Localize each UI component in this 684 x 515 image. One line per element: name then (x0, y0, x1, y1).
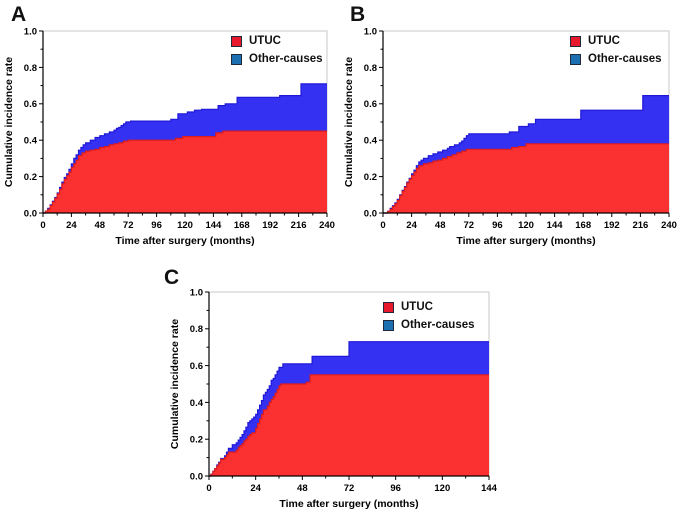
panel-a-chart: 0 24 48 72 96 120 144 168 192 216 240 0.0 0.2 0.4 0.6 0… (3, 26, 335, 247)
svg-text:96: 96 (492, 220, 503, 231)
svg-text:216: 216 (291, 220, 307, 231)
svg-text:72: 72 (464, 220, 475, 231)
legend-item-utuc: UTUC (231, 35, 323, 47)
svg-text:192: 192 (604, 220, 620, 231)
other-causes-swatch-icon (383, 319, 394, 331)
svg-text:192: 192 (262, 220, 278, 231)
other-causes-swatch-icon (231, 53, 242, 65)
svg-text:0.2: 0.2 (364, 172, 377, 183)
svg-text:Time after surgery (months): Time after surgery (months) (115, 235, 254, 247)
svg-text:1.0: 1.0 (190, 287, 203, 298)
svg-text:72: 72 (344, 483, 355, 494)
svg-text:0: 0 (380, 220, 385, 231)
legend-item-utuc: UTUC (570, 35, 662, 47)
svg-text:1.0: 1.0 (364, 26, 377, 37)
svg-text:0.8: 0.8 (190, 324, 203, 335)
panel-b: B 0 24 48 72 96 120 144 168 192 216 240 0.0 0.2 0.4 0.… (342, 0, 684, 256)
panel-c-legend: UTUC Other-causes (383, 301, 475, 331)
svg-text:48: 48 (95, 220, 106, 231)
svg-text:24: 24 (406, 220, 417, 231)
panel-b-legend: UTUC Other-causes (570, 35, 662, 65)
legend-item-other-causes: Other-causes (231, 53, 323, 65)
svg-text:96: 96 (390, 483, 401, 494)
svg-text:240: 240 (319, 220, 335, 231)
svg-text:120: 120 (518, 220, 534, 231)
svg-text:0.4: 0.4 (364, 136, 378, 147)
panel-b-chart: 0 24 48 72 96 120 144 168 192 216 240 0.0 0.2 0.4 0.6 0… (343, 26, 677, 247)
svg-text:48: 48 (435, 220, 446, 231)
svg-text:0.6: 0.6 (24, 99, 37, 110)
utuc-swatch-icon (570, 35, 581, 47)
svg-text:0.8: 0.8 (24, 63, 37, 74)
svg-text:240: 240 (661, 220, 677, 231)
panel-b-letter: B (350, 3, 366, 26)
svg-text:72: 72 (123, 220, 134, 231)
svg-text:120: 120 (434, 483, 450, 494)
svg-text:0.0: 0.0 (24, 208, 37, 219)
legend-item-other-causes: Other-causes (570, 53, 662, 65)
svg-text:0: 0 (206, 483, 211, 494)
svg-text:0.0: 0.0 (364, 208, 377, 219)
legend-label-utuc: UTUC (401, 301, 433, 313)
svg-text:0.2: 0.2 (190, 435, 203, 446)
legend-label-other-causes: Other-causes (401, 319, 475, 331)
legend-item-utuc: UTUC (383, 301, 475, 313)
svg-text:48: 48 (297, 483, 308, 494)
svg-text:Cumulative incidence rate: Cumulative incidence rate (343, 57, 355, 187)
utuc-swatch-icon (231, 35, 242, 47)
svg-text:24: 24 (250, 483, 261, 494)
svg-text:216: 216 (632, 220, 648, 231)
svg-text:0.6: 0.6 (364, 99, 377, 110)
svg-text:96: 96 (151, 220, 162, 231)
panel-a: A 0 24 48 72 96 120 144 168 192 216 240 0.0 0.2 0.4 0.… (0, 0, 342, 256)
svg-text:Cumulative incidence rate: Cumulative incidence rate (3, 57, 15, 187)
svg-text:0.6: 0.6 (190, 361, 203, 372)
svg-text:144: 144 (547, 220, 564, 231)
svg-text:0.8: 0.8 (364, 63, 377, 74)
panel-a-letter: A (11, 3, 27, 26)
svg-text:0.4: 0.4 (190, 398, 204, 409)
svg-text:144: 144 (205, 220, 222, 231)
svg-text:Time after surgery (months): Time after surgery (months) (456, 235, 595, 247)
utuc-swatch-icon (383, 301, 394, 313)
svg-text:1.0: 1.0 (24, 26, 37, 37)
other-causes-swatch-icon (570, 53, 581, 65)
svg-text:0: 0 (40, 220, 45, 231)
legend-item-other-causes: Other-causes (383, 319, 475, 331)
panel-c: C 0 24 48 72 96 120 144 0.0 0.2 0.4 0.6 0.8 1.0 Time … (160, 258, 502, 515)
svg-text:120: 120 (177, 220, 193, 231)
legend-label-utuc: UTUC (249, 35, 281, 47)
svg-text:168: 168 (575, 220, 591, 231)
legend-label-other-causes: Other-causes (588, 53, 662, 65)
svg-text:0.4: 0.4 (24, 136, 38, 147)
svg-text:24: 24 (66, 220, 77, 231)
svg-text:144: 144 (481, 483, 498, 494)
panel-c-chart: 0 24 48 72 96 120 144 0.0 0.2 0.4 0.6 0.8 1.0 Time af… (169, 287, 498, 510)
svg-text:Time after surgery (months): Time after surgery (months) (279, 498, 418, 510)
svg-text:Cumulative incidence rate: Cumulative incidence rate (169, 319, 181, 449)
legend-label-utuc: UTUC (588, 35, 620, 47)
svg-text:0.2: 0.2 (24, 172, 37, 183)
panel-a-legend: UTUC Other-causes (231, 35, 323, 65)
panel-c-letter: C (164, 266, 180, 289)
legend-label-other-causes: Other-causes (249, 53, 323, 65)
svg-text:168: 168 (234, 220, 250, 231)
svg-text:0.0: 0.0 (190, 471, 203, 482)
